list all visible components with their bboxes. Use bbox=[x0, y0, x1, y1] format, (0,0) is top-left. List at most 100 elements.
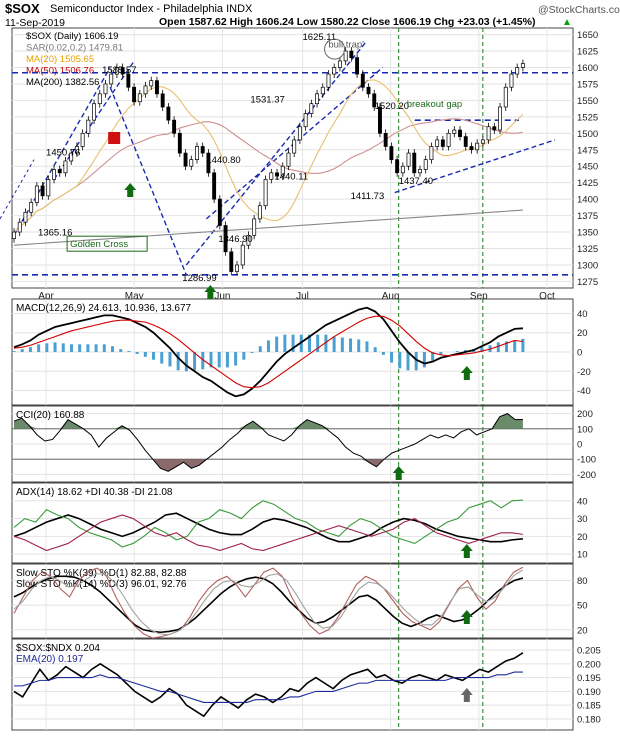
chg-arrow: ▲ bbox=[562, 17, 572, 28]
candle-body bbox=[177, 132, 182, 154]
macd-histogram-bar bbox=[390, 352, 394, 363]
legend-entry: $SOX (Daily) 1606.19 bbox=[26, 31, 118, 42]
candle-body bbox=[337, 60, 342, 68]
candle-body bbox=[109, 73, 114, 85]
candle-body bbox=[69, 152, 74, 162]
candle-body bbox=[435, 139, 440, 147]
candle-body bbox=[303, 113, 308, 128]
y-tick-label: 1425 bbox=[577, 178, 598, 189]
y-tick-label: 1500 bbox=[577, 129, 598, 140]
candle-body bbox=[172, 119, 177, 134]
macd-histogram-bar bbox=[332, 336, 336, 352]
macd-histogram-bar bbox=[242, 352, 246, 360]
candle-body bbox=[240, 244, 245, 266]
x-tick-label: Sep bbox=[470, 291, 488, 302]
price-annotation: 1585.57 bbox=[102, 65, 136, 76]
macd-histogram-bar bbox=[20, 349, 24, 352]
macd-histogram-bar bbox=[324, 334, 328, 352]
chart-symbol: $SOX bbox=[5, 1, 40, 16]
candle-body bbox=[246, 234, 251, 246]
panel-0: 1275 1300 1325 1350 1375 1400 1425 1450 1475 1500… bbox=[0, 27, 598, 302]
macd-histogram-bar bbox=[78, 344, 82, 352]
macd-histogram-bar bbox=[521, 338, 525, 352]
y-tick-label: 20 bbox=[577, 532, 588, 543]
panel-title: ADX(14) 18.62 +DI 40.38 -DI 21.08 bbox=[16, 487, 173, 498]
macd-histogram-bar bbox=[69, 344, 73, 352]
price-annotation: 1531.37 bbox=[250, 94, 284, 105]
y-tick-label: 1550 bbox=[577, 96, 598, 107]
candle-body bbox=[269, 172, 274, 180]
candle-body bbox=[40, 185, 45, 197]
signal-arrow bbox=[460, 544, 473, 551]
candle-body bbox=[160, 93, 165, 108]
x-tick-label: Oct bbox=[539, 291, 555, 302]
macd-histogram-bar bbox=[406, 352, 410, 371]
legend-entry: EMA(20) 0.197 bbox=[16, 654, 84, 665]
macd-histogram-bar bbox=[266, 340, 270, 352]
candle-body bbox=[475, 142, 480, 151]
signal-arrow bbox=[395, 473, 402, 480]
y-tick-label: -20 bbox=[577, 367, 591, 378]
y-tick-label: 1525 bbox=[577, 112, 598, 123]
candle-body bbox=[292, 139, 297, 154]
y-tick-label: 1575 bbox=[577, 79, 598, 90]
price-annotation: 1365.16 bbox=[38, 227, 72, 238]
macd-histogram-bar bbox=[135, 352, 139, 354]
macd-histogram-bar bbox=[45, 343, 49, 352]
indicator-line bbox=[13, 569, 524, 636]
candle-body bbox=[372, 93, 377, 108]
candle-body bbox=[229, 251, 234, 272]
macd-histogram-bar bbox=[111, 346, 115, 352]
candle-body bbox=[189, 159, 194, 167]
macd-histogram-bar bbox=[86, 344, 90, 352]
y-tick-label: 0.195 bbox=[577, 673, 601, 684]
y-tick-label: 40 bbox=[577, 309, 588, 320]
indicator-line bbox=[13, 566, 524, 639]
signal-arrow bbox=[460, 610, 473, 617]
signal-arrow bbox=[460, 366, 473, 373]
price-annotation: 1411.73 bbox=[351, 191, 385, 202]
price-annotation: 1437.40 bbox=[399, 176, 433, 187]
macd-histogram-bar bbox=[176, 352, 180, 371]
candle-body bbox=[200, 146, 205, 154]
macd-histogram-bar bbox=[398, 352, 402, 369]
candle-body bbox=[63, 160, 68, 174]
y-tick-label: 1300 bbox=[577, 260, 598, 271]
legend-entry: MA(20) 1505.65 bbox=[26, 54, 94, 65]
candle-body bbox=[446, 132, 451, 147]
candle-body bbox=[17, 221, 22, 233]
macd-histogram-bar bbox=[217, 352, 221, 368]
price-annotation: 'bull trap' bbox=[327, 40, 365, 51]
y-tick-label: 0.185 bbox=[577, 701, 601, 712]
macd-histogram-bar bbox=[193, 352, 197, 371]
price-annotation: 1440.80 bbox=[206, 155, 240, 166]
y-tick-label: 1350 bbox=[577, 228, 598, 239]
candle-body bbox=[520, 63, 525, 68]
candle-body bbox=[395, 159, 400, 174]
macd-histogram-bar bbox=[504, 341, 508, 352]
y-tick-label: 100 bbox=[577, 424, 593, 435]
candle-body bbox=[143, 85, 148, 95]
candle-body bbox=[366, 86, 371, 95]
candle-body bbox=[92, 103, 97, 121]
candle-body bbox=[74, 146, 79, 154]
macd-histogram-bar bbox=[258, 346, 262, 352]
ohlc-readout: Open 1587.62 High 1606.24 Low 1580.22 Cl… bbox=[159, 16, 535, 28]
y-tick-label: 1450 bbox=[577, 162, 598, 173]
macd-histogram-bar bbox=[422, 352, 426, 368]
legend-entry: MA(200) 1382.56 bbox=[26, 77, 99, 88]
indicator-line bbox=[13, 499, 523, 548]
macd-histogram-bar bbox=[373, 347, 377, 352]
signal-arrow bbox=[463, 695, 470, 702]
candle-body bbox=[97, 93, 102, 105]
y-tick-label: 1325 bbox=[577, 244, 598, 255]
macd-histogram-bar bbox=[357, 339, 361, 352]
macd-histogram-bar bbox=[250, 352, 254, 353]
y-tick-label: 0.200 bbox=[577, 659, 601, 670]
macd-histogram-bar bbox=[463, 350, 467, 352]
candle-body bbox=[132, 86, 137, 103]
y-tick-label: 0.190 bbox=[577, 687, 601, 698]
candle-body bbox=[257, 205, 262, 220]
